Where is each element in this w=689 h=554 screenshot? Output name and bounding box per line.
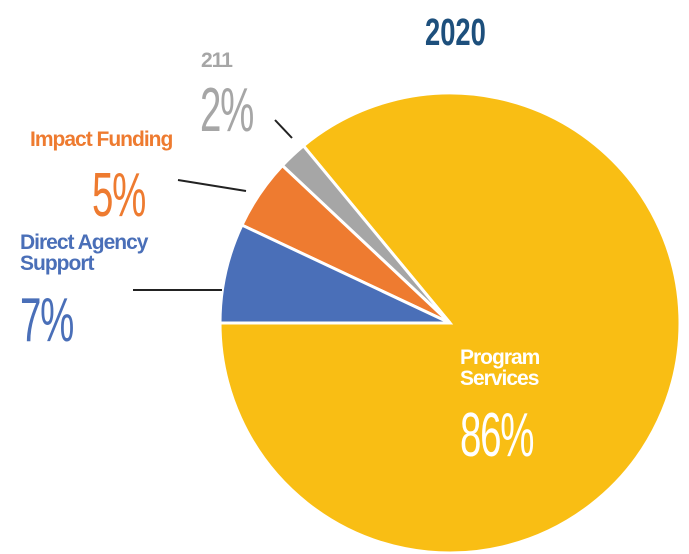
value-label: 5% [92,161,146,230]
category-label: Program Services [460,346,540,390]
category-label: Direct Agency Support [20,231,148,275]
chart-title: 2020 [425,12,486,54]
leader-line [274,119,293,139]
category-label: 211 [201,49,233,72]
pie-slice [218,223,451,325]
leader-line [177,179,247,192]
category-label: Impact Funding [30,128,173,151]
value-label: 2% [200,76,254,145]
value-label: 7% [20,286,74,355]
value-label: 86% [460,401,534,470]
